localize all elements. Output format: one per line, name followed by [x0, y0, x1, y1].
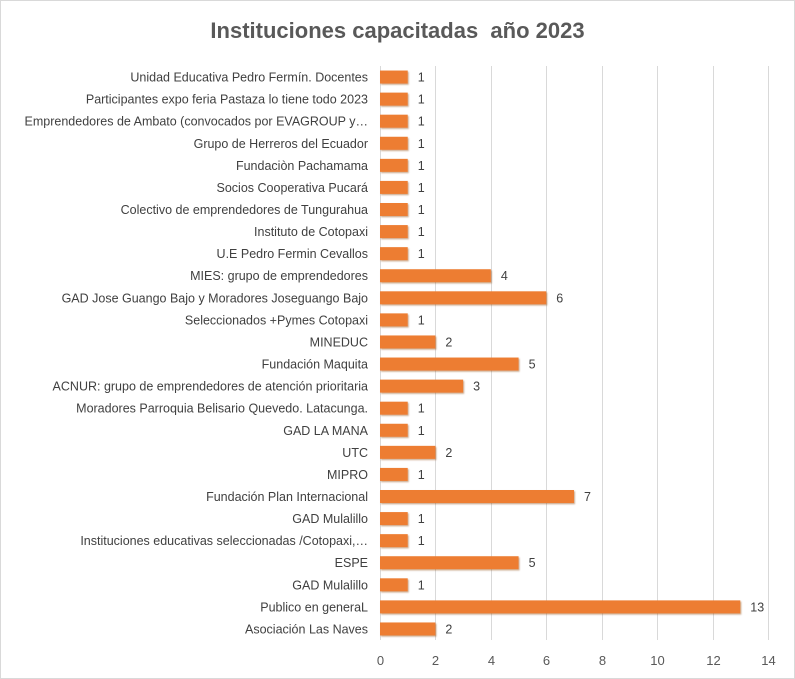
- data-label: 1: [418, 534, 425, 548]
- data-label: 7: [584, 490, 591, 504]
- bar-13: [380, 335, 436, 349]
- category-label: Fundación Plan Internacional: [206, 490, 368, 504]
- category-label: Colectivo de emprendedores de Tungurahua: [121, 203, 368, 217]
- data-label: 1: [418, 225, 425, 239]
- bar-2: [380, 92, 408, 106]
- bar-17: [380, 423, 408, 437]
- category-label: MINEDUC: [310, 335, 368, 349]
- category-label: UTC: [342, 446, 368, 460]
- bar-5: [380, 158, 408, 172]
- category-label: Socios Cooperativa Pucará: [217, 181, 369, 195]
- data-label: 1: [418, 247, 425, 261]
- bar-10: [380, 269, 491, 283]
- bar-26: [380, 622, 436, 636]
- x-tick-label: 2: [432, 653, 439, 668]
- data-label: 1: [418, 203, 425, 217]
- data-label: 2: [445, 335, 452, 349]
- bar-18: [380, 445, 436, 459]
- category-label: GAD Jose Guango Bajo y Moradores Josegua…: [62, 291, 368, 305]
- category-labels: Unidad Educativa Pedro Fermín. Docentes P…: [25, 71, 369, 637]
- data-label: 1: [418, 159, 425, 173]
- category-label: Instituto de Cotopaxi: [254, 225, 368, 239]
- x-tick-label: 6: [543, 653, 550, 668]
- data-labels: 1 1 1 1 1 1 1 1 1 4 6 1 2 5 3 1 1 2 1 7 1 1 5 1 13 2: [418, 71, 765, 637]
- category-label: Publico en generaL: [260, 600, 368, 614]
- data-label: 1: [418, 313, 425, 327]
- data-label: 3: [473, 380, 480, 394]
- x-axis-tick-labels: 0 2 4 6 8 10 12 14: [377, 653, 776, 668]
- x-tick-label: 14: [761, 653, 775, 668]
- data-label: 1: [418, 424, 425, 438]
- category-label: GAD Mulalillo: [292, 512, 368, 526]
- category-label: GAD LA MANA: [283, 424, 368, 438]
- bar-9: [380, 247, 408, 261]
- bar-3: [380, 114, 408, 128]
- bar-15: [380, 379, 464, 393]
- x-tick-label: 0: [377, 653, 384, 668]
- category-label: Seleccionados +Pymes Cotopaxi: [185, 313, 368, 327]
- bar-6: [380, 180, 408, 194]
- data-label: 5: [529, 358, 536, 372]
- bar-19: [380, 467, 408, 481]
- bar-16: [380, 401, 408, 415]
- bar-11: [380, 291, 547, 305]
- category-label: Emprendedores de Ambato (convocados por …: [25, 115, 368, 129]
- data-label: 1: [418, 115, 425, 129]
- data-label: 1: [418, 578, 425, 592]
- data-label: 13: [750, 600, 764, 614]
- data-label: 1: [418, 468, 425, 482]
- category-label: U.E Pedro Fermin Cevallos: [217, 247, 368, 261]
- data-label: 6: [556, 291, 563, 305]
- bar-14: [380, 357, 519, 371]
- bar-20: [380, 490, 574, 503]
- category-label: ACNUR: grupo de emprendedores de atenció…: [53, 380, 368, 394]
- category-label: Participantes expo feria Pastaza lo tien…: [86, 93, 368, 107]
- data-label: 1: [418, 181, 425, 195]
- bar-25: [380, 600, 741, 614]
- category-label: GAD Mulalillo: [292, 578, 368, 592]
- bar-24: [380, 578, 408, 592]
- data-label: 1: [418, 512, 425, 526]
- data-label: 1: [418, 71, 425, 85]
- bar-21: [380, 512, 408, 526]
- chart-title: Instituciones capacitadas año 2023: [210, 18, 584, 43]
- bar-22: [380, 534, 408, 548]
- category-label: Moradores Parroquia Belisario Quevedo. L…: [76, 402, 368, 416]
- category-label: Unidad Educativa Pedro Fermín. Docentes: [130, 71, 368, 85]
- bar-7: [380, 203, 408, 216]
- category-label: Instituciones educativas seleccionadas /…: [80, 534, 368, 548]
- category-label: Asociación Las Naves: [245, 622, 368, 636]
- category-label: Grupo de Herreros del Ecuador: [194, 137, 368, 151]
- data-label: 1: [418, 93, 425, 107]
- bar-1: [380, 70, 408, 84]
- bars: [380, 70, 741, 636]
- bar-4: [380, 136, 408, 150]
- bar-8: [380, 225, 408, 239]
- bar-23: [380, 556, 519, 570]
- category-label: Fundación Maquita: [262, 358, 368, 372]
- data-label: 5: [529, 556, 536, 570]
- data-label: 2: [445, 446, 452, 460]
- category-label: MIES: grupo de emprendedores: [190, 269, 368, 283]
- category-label: MIPRO: [327, 468, 368, 482]
- category-label: Fundaciòn Pachamama: [236, 159, 368, 173]
- x-tick-label: 4: [488, 653, 495, 668]
- x-tick-label: 10: [650, 653, 664, 668]
- x-tick-label: 8: [599, 653, 606, 668]
- data-label: 1: [418, 402, 425, 416]
- bar-12: [380, 313, 408, 327]
- data-label: 1: [418, 137, 425, 151]
- data-label: 4: [501, 269, 508, 283]
- data-label: 2: [445, 622, 452, 636]
- category-label: ESPE: [335, 556, 368, 570]
- x-tick-label: 12: [706, 653, 720, 668]
